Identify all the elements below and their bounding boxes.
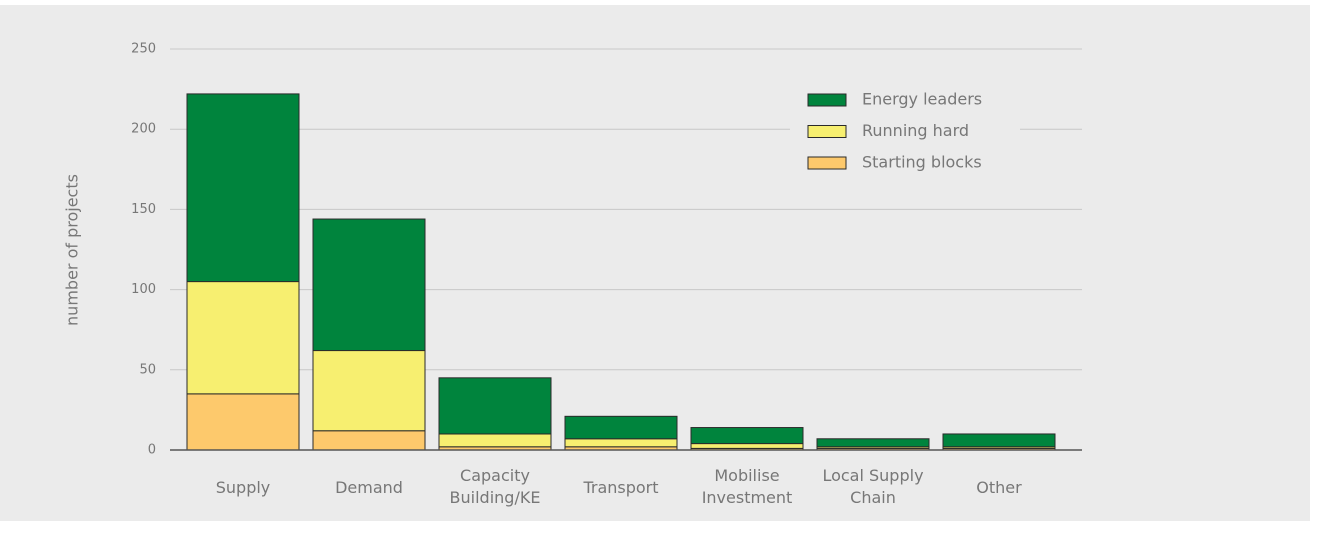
legend-swatch — [807, 93, 847, 107]
y-tick-label: 0 — [148, 443, 156, 458]
x-tick-label-line: Investment — [702, 488, 793, 507]
y-tick-label: 50 — [139, 362, 156, 377]
y-axis-label: number of projects — [63, 174, 82, 326]
x-tick-label-line: Mobilise — [714, 466, 779, 485]
bar-segment — [312, 430, 426, 451]
bar-segment — [312, 218, 426, 352]
bar-segment — [186, 281, 300, 395]
bar-segment — [312, 350, 426, 432]
x-tick-label-line: Demand — [335, 478, 403, 497]
x-tick-label-line: Chain — [850, 488, 896, 507]
x-tick-label-line: Local Supply — [822, 466, 923, 485]
legend-label: Energy leaders — [862, 90, 982, 109]
x-tick-label-line: Supply — [216, 478, 271, 497]
bar-segment — [564, 438, 678, 448]
y-tick-label: 150 — [131, 202, 156, 217]
x-tick-label-line: Capacity — [460, 466, 530, 485]
x-tick-label: Transport — [582, 478, 658, 497]
legend-label: Starting blocks — [862, 153, 982, 172]
x-tick-label: Mobilise Investment — [702, 466, 793, 507]
bar-segment — [186, 393, 300, 451]
bar-segment — [690, 443, 804, 449]
bar-segment — [816, 438, 930, 448]
x-tick-label: Demand — [335, 478, 403, 497]
x-tick-label-line: Transport — [582, 478, 658, 497]
legend-swatch — [807, 125, 847, 138]
x-tick-label: Supply — [216, 478, 271, 497]
bar-segment — [438, 377, 552, 435]
x-tick-label-line: Other — [976, 478, 1022, 497]
x-tick-label: Capacity Building/KE — [450, 466, 541, 507]
bar-segment — [186, 93, 300, 283]
bar-segment — [564, 415, 678, 440]
legend-swatch — [807, 156, 847, 170]
bar-segment — [690, 427, 804, 445]
x-tick-label: Other — [976, 478, 1022, 497]
y-tick-label: 250 — [131, 42, 156, 57]
bar-segment — [438, 433, 552, 448]
y-tick-label: 100 — [131, 282, 156, 297]
bar-segment — [942, 433, 1056, 448]
x-tick-label-line: Building/KE — [450, 488, 541, 507]
y-tick-label: 200 — [131, 122, 156, 137]
x-tick-label: Local Supply Chain — [822, 466, 923, 507]
legend-label: Running hard — [862, 121, 969, 140]
